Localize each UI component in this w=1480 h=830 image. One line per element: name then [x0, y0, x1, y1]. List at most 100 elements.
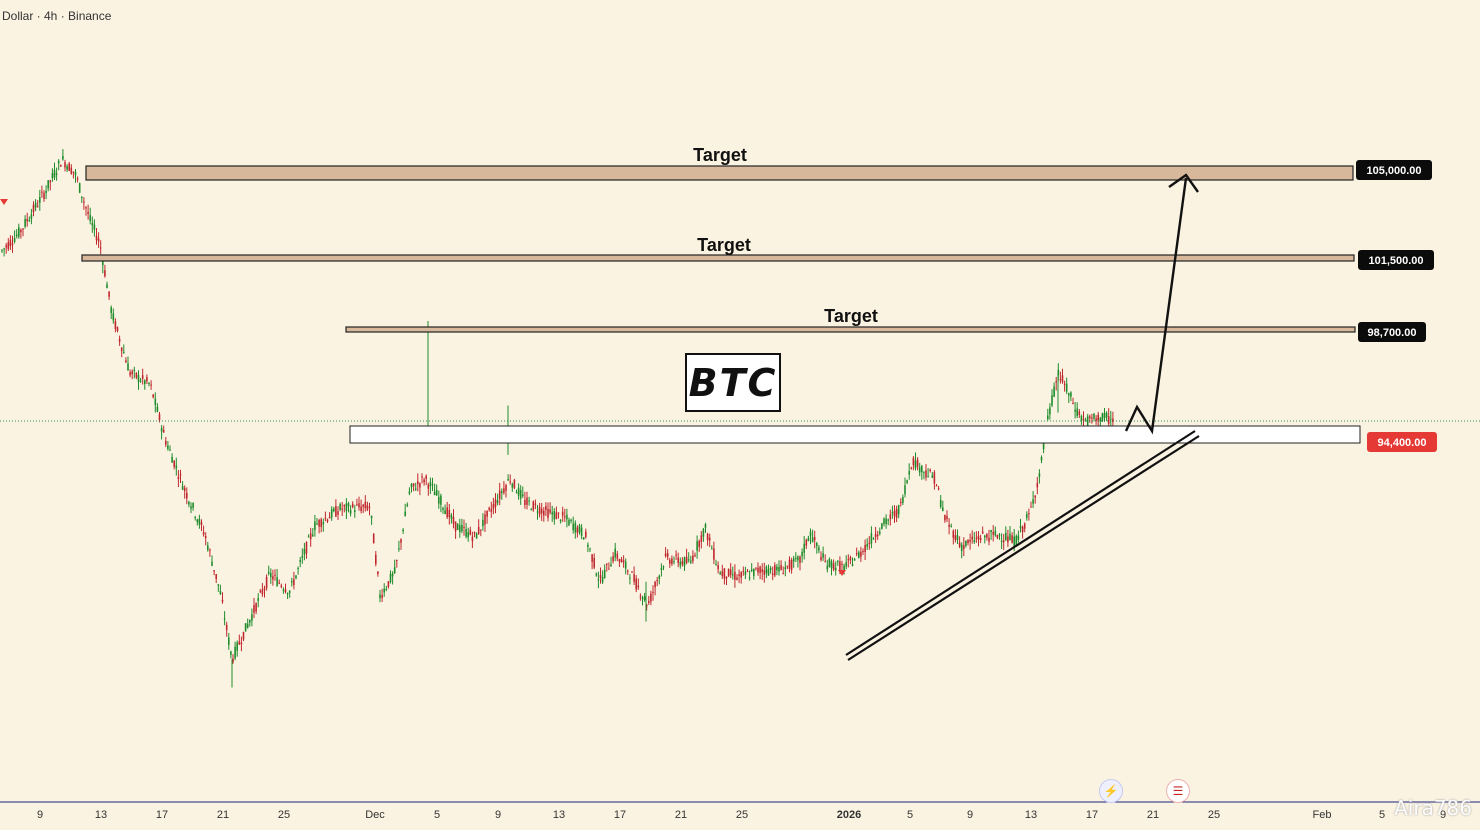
x-tick-label: 21	[675, 809, 687, 821]
candle-body	[666, 553, 669, 558]
candle-body	[91, 223, 94, 226]
candle-body	[219, 591, 222, 595]
candle-body	[601, 577, 604, 583]
candle-body	[53, 169, 56, 178]
candle-body	[135, 372, 138, 378]
candle-body	[830, 561, 833, 569]
candle-body	[175, 465, 178, 469]
watermark: Aira786	[1394, 796, 1472, 820]
candle-body	[39, 196, 41, 203]
candle-body	[95, 235, 98, 241]
candle-body	[358, 503, 360, 508]
candle-body	[937, 488, 940, 490]
candle-body	[1070, 392, 1072, 397]
candle-body	[847, 559, 850, 561]
candle-body	[261, 589, 264, 595]
candle-body	[204, 536, 207, 539]
lightning-icon[interactable]: ⚡	[1099, 779, 1123, 803]
candle-body	[60, 165, 62, 167]
candle-body	[57, 160, 60, 164]
candle-body	[477, 526, 480, 534]
candle-body	[1, 250, 3, 252]
candle-body	[152, 394, 154, 398]
candle-body	[383, 588, 385, 593]
candle-body	[971, 536, 973, 540]
candle-body	[891, 512, 894, 514]
candle-body	[910, 467, 913, 469]
candle-body	[677, 557, 679, 564]
candle-body	[74, 171, 77, 176]
candle-body	[276, 577, 278, 586]
x-tick-label: 13	[1025, 809, 1037, 821]
candle-body	[301, 555, 304, 558]
candle-body	[589, 548, 591, 550]
candle-body	[853, 558, 856, 561]
candle-body	[89, 214, 91, 221]
candle-body	[711, 548, 713, 550]
candle-body	[664, 553, 667, 556]
candle-body	[902, 496, 904, 503]
candle-body	[198, 518, 201, 525]
candle-body	[160, 427, 163, 432]
candle-body	[370, 515, 373, 519]
candle-body	[217, 584, 220, 586]
candle-body	[904, 485, 906, 495]
candle-body	[215, 574, 217, 579]
candle-body	[818, 547, 820, 551]
candle-body	[998, 534, 1001, 536]
candle-body	[681, 561, 684, 565]
candle-body	[561, 511, 564, 516]
projection-arrowhead	[1168, 173, 1199, 193]
candle-body	[303, 548, 306, 555]
candle-body	[322, 522, 325, 525]
candle-body	[259, 590, 262, 592]
candle-body	[139, 380, 142, 382]
candle-body	[761, 569, 763, 572]
candle-body	[486, 510, 488, 517]
candle-body	[440, 495, 442, 505]
candle-body	[450, 515, 453, 519]
candle-body	[196, 519, 199, 523]
candle-body	[729, 569, 732, 576]
candle-body	[211, 561, 213, 566]
candle-body	[742, 571, 745, 573]
x-tick-label: 9	[37, 809, 43, 821]
candle-body	[1065, 383, 1068, 392]
candle-body	[1055, 381, 1057, 383]
candle-body	[444, 510, 446, 515]
candle-body	[1009, 533, 1011, 541]
candle-body	[1082, 418, 1085, 422]
candle-body	[1099, 418, 1102, 422]
candle-body	[83, 201, 85, 203]
candle-body	[639, 596, 642, 598]
candle-body	[171, 456, 173, 463]
candle-body	[981, 531, 984, 534]
candle-body	[887, 519, 889, 521]
candle-body	[190, 506, 192, 509]
candle-body	[87, 212, 89, 215]
candle-body	[1021, 526, 1024, 532]
candle-body	[1019, 526, 1022, 528]
candle-body	[375, 554, 377, 564]
us-flag-icon[interactable]: ☰	[1166, 779, 1190, 803]
candle-body	[860, 551, 862, 557]
candle-body	[297, 568, 299, 570]
candle-body	[591, 554, 593, 562]
btc-annotation-box: BTC	[685, 353, 781, 412]
x-tick-label: 25	[278, 809, 290, 821]
candle-body	[553, 510, 556, 520]
candle-body	[988, 537, 990, 542]
candle-body	[1057, 369, 1060, 376]
candle-body	[131, 371, 133, 375]
candle-body	[513, 479, 516, 488]
candle-body	[137, 375, 140, 382]
x-tick-label: 5	[907, 809, 913, 821]
candle-body	[68, 163, 70, 171]
trendline	[845, 430, 1196, 656]
candle-body	[396, 560, 398, 562]
candle-body	[452, 517, 455, 524]
candle-body	[32, 204, 35, 213]
candle-body	[820, 556, 822, 560]
